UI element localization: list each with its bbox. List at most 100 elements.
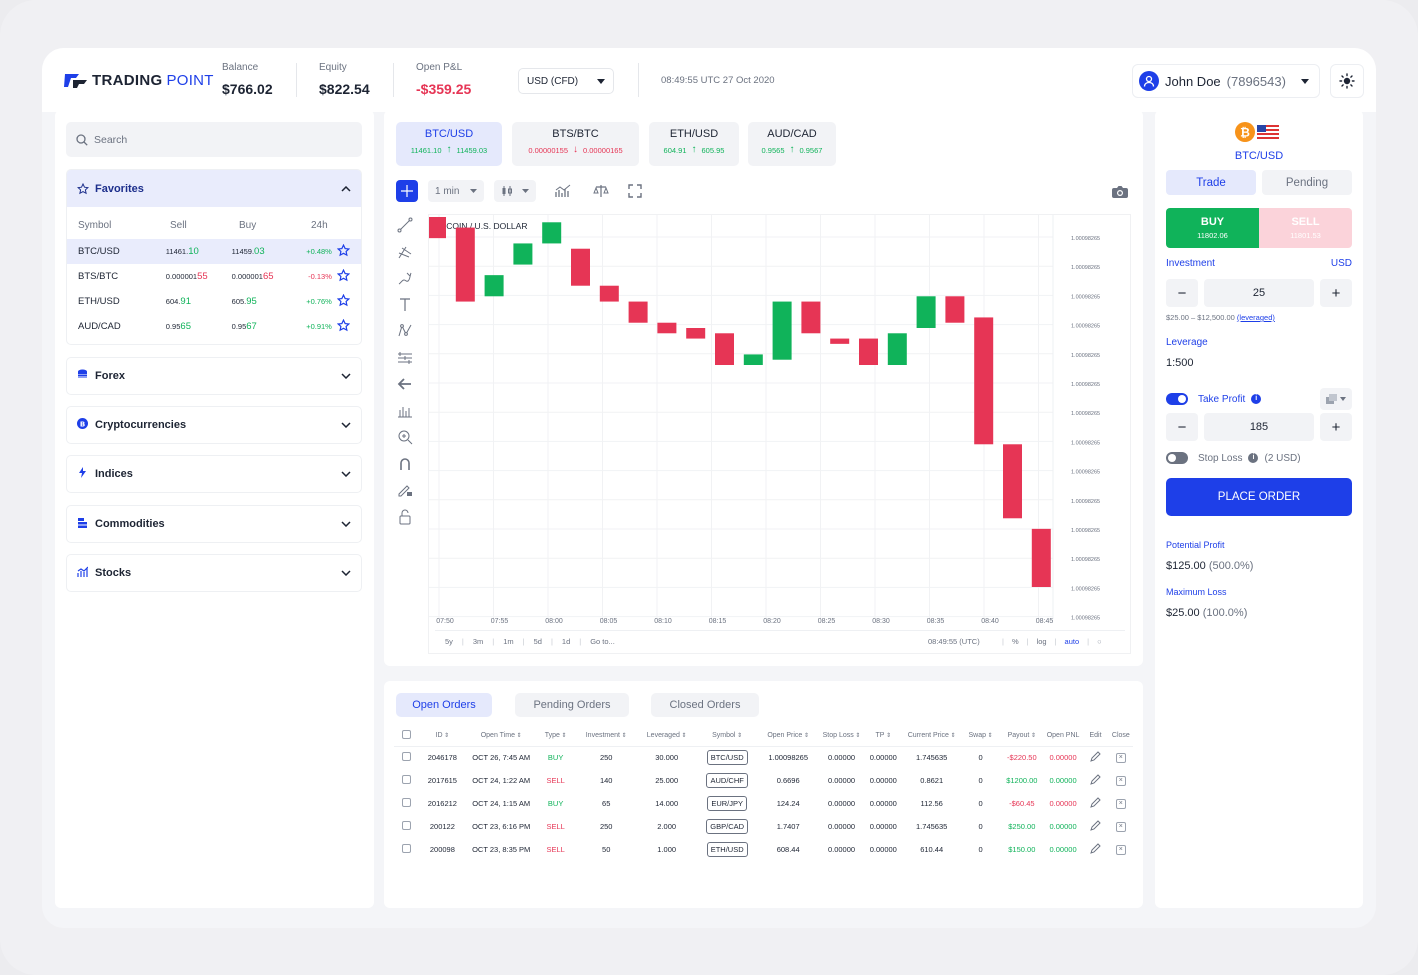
column-header[interactable]: Swap ⇕ bbox=[961, 726, 1000, 747]
category-commodities[interactable]: Commodities bbox=[66, 505, 362, 543]
buy-button[interactable]: BUY 11802.06 bbox=[1166, 208, 1259, 248]
candle[interactable] bbox=[571, 248, 590, 286]
candle[interactable] bbox=[772, 301, 792, 360]
edit-button[interactable] bbox=[1082, 769, 1108, 792]
favorite-row[interactable]: ETH/USD 604.91 605.95 +0.76% bbox=[67, 289, 361, 314]
favorite-star-button[interactable] bbox=[332, 268, 351, 285]
select-all-checkbox[interactable] bbox=[394, 726, 419, 747]
close-order-button[interactable]: × bbox=[1109, 746, 1133, 769]
candle[interactable] bbox=[513, 243, 533, 265]
indicators-button[interactable] bbox=[554, 180, 572, 202]
place-order-button[interactable]: PLACE ORDER bbox=[1166, 478, 1352, 516]
category-indices[interactable]: Indices bbox=[66, 455, 362, 493]
row-checkbox[interactable] bbox=[394, 815, 418, 838]
projection-tool[interactable] bbox=[394, 345, 416, 372]
close-order-button[interactable]: × bbox=[1109, 838, 1133, 861]
pair-tab-bts-btc[interactable]: BTS/BTC 0.00000155 ↓ 0.00000165 bbox=[512, 122, 639, 166]
column-header[interactable]: Close bbox=[1108, 726, 1133, 747]
leveraged-link[interactable]: (leveraged) bbox=[1236, 313, 1275, 322]
fullscreen-button[interactable] bbox=[626, 180, 644, 202]
table-row[interactable]: 2017615 OCT 24, 1:22 AM SELL 140 25.000 AUD/C… bbox=[394, 769, 1133, 792]
row-checkbox[interactable] bbox=[394, 792, 418, 815]
candle[interactable] bbox=[743, 354, 763, 365]
candle[interactable] bbox=[686, 328, 706, 339]
price-chart[interactable]: 1.00098265 1.00098265 1.00098265 1.00098265… bbox=[428, 214, 1131, 654]
column-header[interactable]: Payout ⇕ bbox=[999, 726, 1044, 747]
favorite-star-button[interactable] bbox=[332, 318, 351, 335]
lock-tool[interactable] bbox=[394, 504, 416, 531]
currency-select[interactable]: USD (CFD) bbox=[518, 68, 614, 94]
pair-tab-aud-cad[interactable]: AUD/CAD 0.9565 ↑ 0.9567 bbox=[748, 122, 836, 166]
favorites-header[interactable]: Favorites bbox=[67, 170, 361, 207]
column-header[interactable]: TP ⇕ bbox=[864, 726, 902, 747]
candle-type-select[interactable] bbox=[494, 180, 536, 202]
tab-open-orders[interactable]: Open Orders bbox=[396, 693, 492, 717]
candle[interactable] bbox=[484, 275, 504, 297]
candle[interactable] bbox=[628, 301, 648, 323]
close-order-button[interactable]: × bbox=[1109, 815, 1133, 838]
edit-button[interactable] bbox=[1082, 838, 1108, 861]
scale-option[interactable]: log bbox=[1036, 637, 1047, 646]
scale-option[interactable]: auto bbox=[1064, 637, 1080, 646]
crosshair-tool-button[interactable] bbox=[396, 180, 418, 202]
brush-tool[interactable] bbox=[394, 265, 416, 292]
column-header[interactable]: Open Price ⇕ bbox=[757, 726, 819, 747]
screenshot-button[interactable] bbox=[1110, 182, 1130, 202]
candle[interactable] bbox=[599, 285, 619, 302]
interval-select[interactable]: 1 min bbox=[428, 180, 484, 202]
stop-loss-toggle[interactable] bbox=[1166, 452, 1188, 464]
trend-line-tool[interactable] bbox=[394, 212, 416, 239]
investment-decrement-button[interactable]: − bbox=[1166, 279, 1198, 307]
scale-option[interactable]: % bbox=[1011, 637, 1019, 646]
leverage-value[interactable]: 1:500 bbox=[1166, 357, 1194, 369]
candle[interactable] bbox=[657, 322, 677, 334]
favorite-star-button[interactable] bbox=[332, 243, 351, 260]
category-forex[interactable]: Forex bbox=[66, 357, 362, 395]
sell-button[interactable]: SELL 11801.53 bbox=[1259, 208, 1352, 248]
column-header[interactable]: Current Price ⇕ bbox=[901, 726, 962, 747]
candle[interactable] bbox=[429, 217, 446, 239]
column-header[interactable]: Leveraged ⇕ bbox=[637, 726, 697, 747]
candle[interactable] bbox=[455, 227, 475, 302]
compare-button[interactable] bbox=[592, 180, 610, 202]
table-row[interactable]: 2046178 OCT 26, 7:45 AM BUY 250 30.000 BTC/US… bbox=[394, 746, 1133, 769]
theme-toggle-button[interactable] bbox=[1330, 64, 1364, 98]
pair-tab-eth-usd[interactable]: ETH/USD 604.91 ↑ 605.95 bbox=[649, 122, 739, 166]
tab-trade[interactable]: Trade bbox=[1166, 170, 1256, 195]
column-header[interactable]: Type ⇕ bbox=[535, 726, 576, 747]
investment-increment-button[interactable]: + bbox=[1320, 279, 1352, 307]
edit-button[interactable] bbox=[1082, 815, 1108, 838]
candle[interactable] bbox=[830, 338, 850, 344]
range-button[interactable]: Go to... bbox=[590, 637, 615, 646]
fib-tool[interactable] bbox=[394, 239, 416, 266]
category-stocks[interactable]: Stocks bbox=[66, 554, 362, 592]
range-button[interactable]: 1m bbox=[503, 637, 514, 646]
favorite-row[interactable]: BTS/BTC 0.00000155 0.00000165 -0.13% bbox=[67, 264, 361, 289]
close-order-button[interactable]: × bbox=[1109, 769, 1133, 792]
take-profit-toggle[interactable] bbox=[1166, 393, 1188, 405]
row-checkbox[interactable] bbox=[394, 838, 418, 861]
range-button[interactable]: 5y bbox=[445, 637, 453, 646]
search-input[interactable]: Search bbox=[66, 122, 362, 157]
info-icon[interactable]: i bbox=[1248, 453, 1259, 463]
candle[interactable] bbox=[1031, 528, 1051, 587]
take-profit-increment-button[interactable]: + bbox=[1320, 413, 1352, 441]
take-profit-input[interactable]: 185 bbox=[1204, 413, 1314, 441]
back-tool[interactable] bbox=[394, 371, 416, 398]
user-menu[interactable]: John Doe (7896543) bbox=[1132, 64, 1320, 98]
column-header[interactable]: Open Time ⇕ bbox=[466, 726, 536, 747]
info-icon[interactable]: i bbox=[1251, 394, 1262, 404]
candle[interactable] bbox=[1003, 444, 1022, 519]
candle[interactable] bbox=[542, 222, 562, 244]
zoom-tool[interactable] bbox=[394, 424, 416, 451]
investment-input[interactable]: 25 bbox=[1204, 279, 1314, 307]
candle[interactable] bbox=[801, 301, 821, 334]
column-header[interactable]: ID ⇕ bbox=[418, 726, 467, 747]
range-button[interactable]: 1d bbox=[561, 637, 571, 646]
settings-icon[interactable]: ○ bbox=[1097, 637, 1102, 646]
tab-pending-orders[interactable]: Pending Orders bbox=[515, 693, 629, 717]
table-row[interactable]: 2016212 OCT 24, 1:15 AM BUY 65 14.000 EUR/JPY… bbox=[394, 792, 1133, 815]
column-header[interactable]: Investment ⇕ bbox=[575, 726, 637, 747]
pair-tab-btc-usd[interactable]: BTC/USD 11461.10 ↑ 11459.03 bbox=[396, 122, 502, 166]
candle[interactable] bbox=[916, 296, 936, 328]
